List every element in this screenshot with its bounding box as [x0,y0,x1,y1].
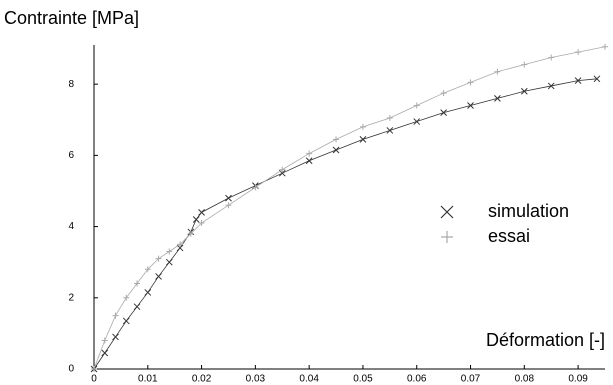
x-tick-label: 0.08 [515,374,535,385]
marker [333,136,340,143]
marker [122,317,130,325]
marker [520,87,528,95]
marker [440,90,447,97]
x-tick-label: 0.01 [138,374,158,385]
marker [112,333,119,341]
marker [133,303,141,311]
y-tick-label: 6 [68,150,74,161]
marker [166,248,173,255]
marker [225,202,232,209]
legend-label: simulation [488,201,569,221]
marker [305,157,313,165]
marker [144,266,151,273]
marker [225,194,232,202]
marker [521,61,528,68]
marker [413,102,420,109]
marker [279,166,286,173]
y-tick-label: 8 [68,79,74,90]
marker [91,366,97,372]
marker [575,49,582,56]
marker [101,349,109,357]
marker [112,312,119,319]
marker [386,114,393,121]
marker [155,255,162,262]
marker [467,79,474,86]
marker [144,289,152,296]
x-tick-label: 0.04 [299,374,319,385]
marker [593,75,601,83]
marker [101,337,108,344]
marker [134,280,141,287]
marker [386,127,394,134]
marker [252,184,259,191]
marker [574,77,582,84]
series-line [93,78,597,370]
marker [359,123,366,130]
marker [198,208,205,216]
marker [494,95,501,102]
series-line [93,46,606,370]
marker [187,230,194,237]
marker [494,68,501,75]
x-tick-label: 0.06 [407,374,427,385]
x-tick-label: 0 [91,374,97,385]
marker [332,146,340,154]
marker [306,150,313,157]
marker [602,43,608,50]
y-axis-title: Contrainte [MPa] [4,8,139,28]
marker [123,294,130,301]
x-tick-label: 0.09 [568,374,588,385]
marker [548,54,555,61]
legend-marker [441,231,453,243]
marker [413,118,421,125]
y-tick-label: 4 [68,221,74,232]
legend-marker [440,205,454,219]
marker [359,135,367,143]
marker [467,102,474,109]
x-tick-label: 0.02 [192,374,212,385]
x-axis-title: Déformation [-] [486,330,605,350]
marker [547,82,555,90]
marker [198,220,205,227]
x-tick-label: 0.03 [246,374,266,385]
marker [440,109,447,117]
legend-label: essai [488,226,530,246]
y-tick-label: 2 [68,292,74,303]
x-tick-label: 0.07 [461,374,481,385]
marker [192,216,200,223]
marker [177,241,184,248]
y-tick-label: 0 [68,364,74,375]
x-tick-label: 0.05 [353,374,373,385]
marker [155,273,162,280]
marker [165,258,173,266]
